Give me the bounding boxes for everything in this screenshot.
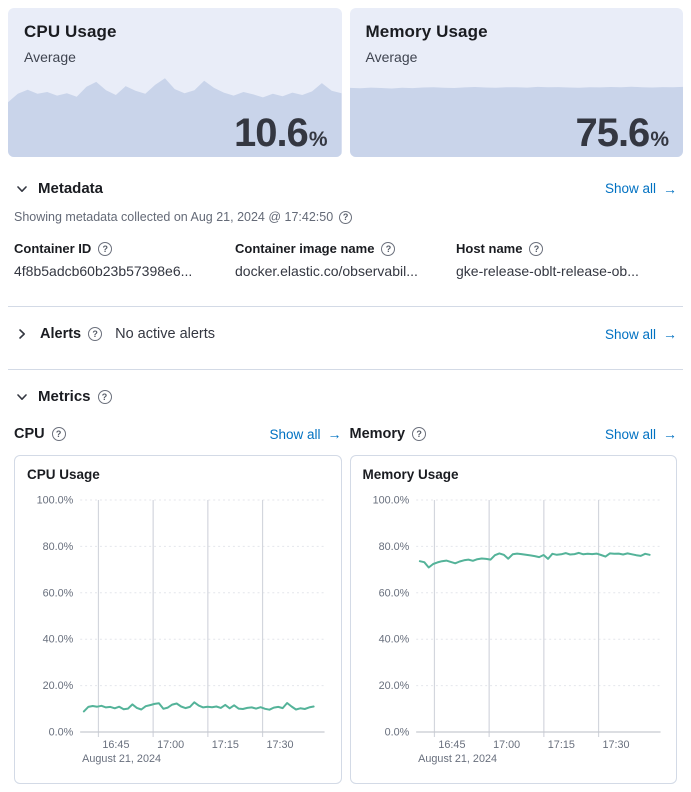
- svg-text:0.0%: 0.0%: [384, 726, 409, 738]
- svg-text:17:00: 17:00: [493, 739, 520, 751]
- svg-text:17:15: 17:15: [547, 739, 574, 751]
- metadata-show-all-link[interactable]: Show all →: [604, 180, 677, 197]
- kpi-value-unit: %: [650, 128, 669, 151]
- memory-usage-chart-card[interactable]: Memory Usage 0.0% 20.0% 40.0% 60.0% 80.0% 100…: [349, 455, 677, 784]
- svg-text:40.0%: 40.0%: [43, 634, 74, 646]
- metadata-title: Metadata: [38, 180, 104, 197]
- kpi-subtitle: Average: [24, 49, 76, 65]
- svg-text:17:30: 17:30: [267, 739, 294, 751]
- svg-text:60.0%: 60.0%: [378, 587, 409, 599]
- metadata-field-host-name: Host name? gke-release-oblt-release-ob..…: [456, 241, 677, 279]
- question-in-circle-icon[interactable]: ?: [97, 389, 112, 404]
- chart-title: CPU Usage: [27, 467, 100, 482]
- question-in-circle-icon[interactable]: ?: [98, 241, 113, 256]
- svg-text:100.0%: 100.0%: [372, 494, 409, 506]
- alerts-expand-chevron-right-icon[interactable]: [14, 326, 30, 342]
- kpi-value: 75.6%: [575, 113, 669, 153]
- field-value[interactable]: gke-release-oblt-release-ob...: [456, 263, 639, 279]
- svg-text:80.0%: 80.0%: [43, 541, 74, 553]
- alerts-section: Alerts ? No active alerts Show all →: [8, 307, 683, 342]
- arrow-right-icon: →: [663, 326, 677, 342]
- memory-trend-area-chart: [349, 8, 683, 157]
- divider: [8, 369, 683, 370]
- svg-text:17:15: 17:15: [212, 739, 239, 751]
- metrics-subheader-memory: Memory ? Show all →: [350, 426, 678, 442]
- cpu-usage-line-chart: 0.0% 20.0% 40.0% 60.0% 80.0% 100.0% 16:45 17:00…: [37, 494, 325, 765]
- kpi-value-unit: %: [308, 128, 328, 151]
- svg-text:20.0%: 20.0%: [378, 680, 409, 692]
- divider: [8, 306, 683, 307]
- kpi-row: CPU Usage Average 10.6% Memory Usage Ave…: [8, 8, 683, 157]
- metrics-subheaders: CPU ? Show all → Memory ? Show all →: [8, 426, 683, 442]
- cpu-subheader-title: CPU: [14, 426, 45, 442]
- metadata-fields: Container ID? 4f8b5adcb60b23b57398e6... …: [14, 241, 677, 279]
- question-in-circle-icon[interactable]: ?: [381, 241, 396, 256]
- kpi-value-number: 75.6: [575, 111, 650, 155]
- svg-text:17:30: 17:30: [602, 739, 629, 751]
- svg-text:40.0%: 40.0%: [378, 634, 409, 646]
- svg-text:100.0%: 100.0%: [37, 494, 74, 506]
- arrow-right-icon: →: [327, 426, 342, 442]
- metadata-field-container-image-name: Container image name? docker.elastic.co/…: [235, 241, 456, 279]
- chart-title: Memory Usage: [362, 467, 459, 482]
- kpi-value-number: 10.6: [233, 111, 309, 155]
- alerts-title: Alerts: [40, 326, 82, 342]
- metadata-collected-note: Showing metadata collected on Aug 21, 20…: [14, 210, 677, 224]
- memory-show-all-link[interactable]: Show all →: [604, 426, 677, 442]
- question-in-circle-icon[interactable]: ?: [412, 427, 427, 441]
- svg-text:0.0%: 0.0%: [49, 726, 74, 738]
- kpi-card-memory[interactable]: Memory Usage Average 75.6%: [349, 8, 683, 157]
- svg-text:August 21, 2024: August 21, 2024: [418, 753, 497, 765]
- metrics-section: Metrics ?: [8, 388, 683, 405]
- svg-text:August 21, 2024: August 21, 2024: [82, 753, 161, 765]
- alerts-show-all-link[interactable]: Show all →: [604, 326, 677, 342]
- field-value[interactable]: docker.elastic.co/observabil...: [235, 263, 418, 279]
- cpu-trend-area-chart: [8, 8, 342, 157]
- svg-text:17:00: 17:00: [157, 739, 184, 751]
- metrics-subheader-cpu: CPU ? Show all →: [14, 426, 342, 442]
- metrics-charts: CPU Usage 0.0% 20.0% 40.0% 60.0% 80.0% 100.0%…: [8, 455, 683, 784]
- question-in-circle-icon[interactable]: ?: [529, 241, 544, 256]
- field-value[interactable]: 4f8b5adcb60b23b57398e6...: [14, 263, 193, 279]
- svg-text:80.0%: 80.0%: [378, 541, 409, 553]
- question-in-circle-icon[interactable]: ?: [88, 327, 103, 341]
- metadata-collapse-chevron-down-icon[interactable]: [14, 181, 30, 197]
- alerts-status: No active alerts: [115, 326, 216, 342]
- kpi-subtitle: Average: [365, 49, 418, 65]
- field-label: Container ID: [14, 241, 92, 256]
- kpi-value: 10.6%: [234, 113, 328, 153]
- memory-subheader-title: Memory: [349, 426, 406, 442]
- metrics-title: Metrics: [38, 388, 91, 405]
- question-in-circle-icon[interactable]: ?: [339, 210, 353, 224]
- metadata-field-container-id: Container ID? 4f8b5adcb60b23b57398e6...: [14, 241, 235, 279]
- kpi-title: Memory Usage: [365, 22, 488, 41]
- memory-usage-line-chart: 0.0% 20.0% 40.0% 60.0% 80.0% 100.0% 16:45 17:00…: [372, 494, 661, 765]
- kpi-title: CPU Usage: [24, 22, 117, 41]
- cpu-show-all-link[interactable]: Show all →: [269, 426, 342, 442]
- svg-text:20.0%: 20.0%: [43, 680, 74, 692]
- arrow-right-icon: →: [663, 180, 677, 197]
- cpu-usage-chart-card[interactable]: CPU Usage 0.0% 20.0% 40.0% 60.0% 80.0% 100.0%…: [14, 455, 342, 784]
- question-in-circle-icon[interactable]: ?: [51, 427, 66, 441]
- svg-text:60.0%: 60.0%: [43, 587, 74, 599]
- svg-text:16:45: 16:45: [438, 739, 465, 751]
- metrics-collapse-chevron-down-icon[interactable]: [14, 389, 30, 405]
- arrow-right-icon: →: [663, 426, 677, 442]
- field-label: Host name: [456, 241, 523, 256]
- kpi-card-cpu[interactable]: CPU Usage Average 10.6%: [8, 8, 342, 157]
- field-label: Container image name: [235, 241, 375, 256]
- metadata-section: Metadata Show all → Showing metadata coll…: [8, 180, 683, 279]
- svg-text:16:45: 16:45: [102, 739, 129, 751]
